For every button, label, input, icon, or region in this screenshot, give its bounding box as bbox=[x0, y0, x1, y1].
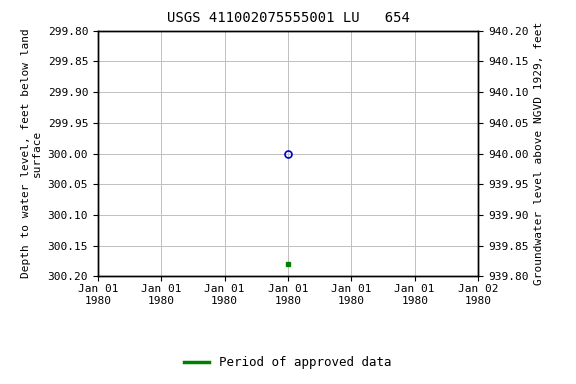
Legend: Period of approved data: Period of approved data bbox=[179, 351, 397, 374]
Y-axis label: Groundwater level above NGVD 1929, feet: Groundwater level above NGVD 1929, feet bbox=[534, 22, 544, 285]
Title: USGS 411002075555001 LU   654: USGS 411002075555001 LU 654 bbox=[166, 12, 410, 25]
Y-axis label: Depth to water level, feet below land
surface: Depth to water level, feet below land su… bbox=[21, 29, 42, 278]
